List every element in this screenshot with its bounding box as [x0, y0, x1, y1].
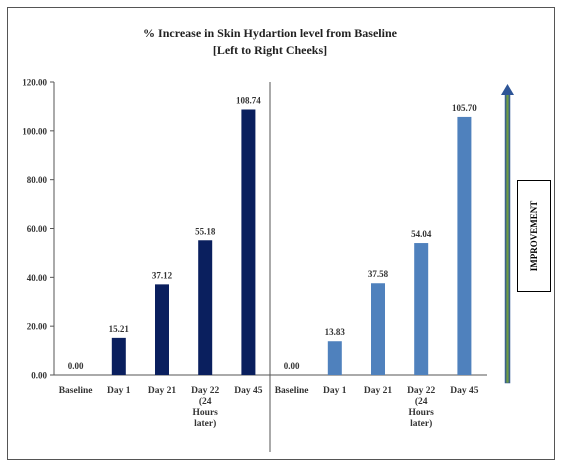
x-tick-label: later): [410, 418, 432, 429]
data-label: 55.18: [195, 226, 216, 236]
improvement-box: [517, 180, 551, 292]
x-tick-label: Day 22: [191, 386, 219, 396]
x-tick-label: (24: [415, 396, 428, 407]
bar: [414, 243, 429, 375]
chart-subtitle: [Left to Right Cheeks]: [212, 43, 328, 57]
x-tick-label: Day 1: [323, 386, 347, 396]
data-label: 54.04: [411, 229, 432, 239]
y-tick-label: 40.00: [27, 273, 48, 283]
chart-frame: [7, 7, 555, 460]
x-tick-label: Baseline: [59, 386, 93, 396]
y-tick-label: 20.00: [27, 322, 48, 332]
data-label: 0.00: [284, 361, 300, 371]
x-tick-label: Hours: [193, 408, 219, 418]
y-tick-label: 120.00: [22, 78, 47, 88]
x-tick-label: later): [194, 418, 216, 429]
data-label: 0.00: [68, 361, 84, 371]
y-tick-label: 100.00: [22, 126, 47, 136]
x-tick-label: (24: [199, 396, 212, 407]
x-tick-label: Day 22: [407, 386, 435, 396]
x-tick-label: Day 45: [234, 386, 262, 396]
x-tick-label: Day 21: [148, 386, 176, 396]
data-label: 13.83: [325, 327, 346, 337]
y-tick-label: 0.00: [31, 371, 47, 381]
bar: [111, 337, 126, 375]
x-tick-label: Day 1: [107, 386, 131, 396]
bar: [457, 116, 472, 375]
x-tick-label: Baseline: [275, 386, 309, 396]
y-tick-label: 60.00: [27, 224, 48, 234]
data-label: 108.74: [236, 95, 261, 105]
data-label: 37.12: [152, 270, 173, 280]
bar: [155, 284, 169, 375]
x-tick-label: Day 45: [450, 386, 478, 396]
improvement-arrow-shaft: [504, 92, 511, 384]
data-label: 15.21: [109, 324, 130, 334]
chart-title: % Increase in Skin Hydartion level from …: [143, 26, 397, 40]
data-label: 37.58: [368, 269, 389, 279]
data-label: 105.70: [452, 103, 477, 113]
bar: [198, 240, 213, 375]
x-tick-label: Hours: [409, 408, 435, 418]
improvement-label: IMPROVEMENT: [529, 200, 539, 272]
bar: [241, 109, 256, 375]
bar: [327, 341, 342, 375]
bar: [371, 283, 385, 375]
improvement-arrow-head: [501, 84, 514, 95]
x-tick-label: Day 21: [364, 386, 392, 396]
y-tick-label: 80.00: [27, 175, 48, 185]
